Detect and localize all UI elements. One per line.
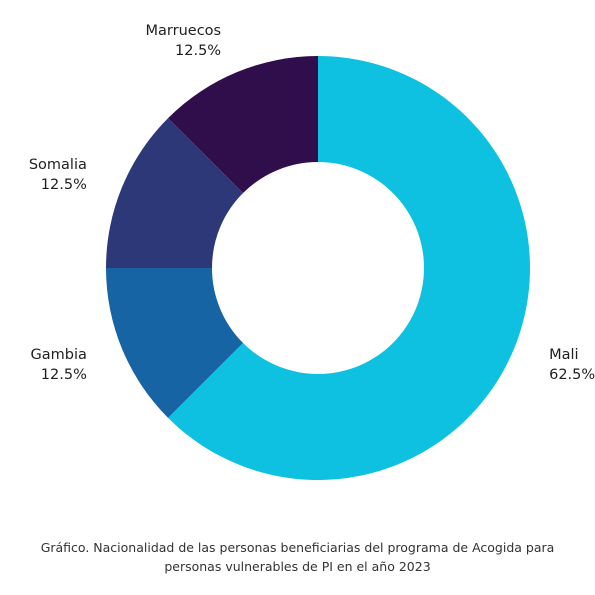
caption-line-2: personas vulnerables de PI en el año 202…: [164, 559, 431, 574]
slice-label-marruecos: Marruecos 12.5%: [146, 23, 222, 59]
slice-category: Marruecos: [146, 23, 222, 39]
slice-category: Gambia: [31, 347, 87, 363]
slice-value: 12.5%: [175, 43, 221, 59]
slice-marruecos: [168, 56, 318, 194]
slice-value: 12.5%: [41, 177, 87, 193]
donut-slices: [106, 56, 530, 480]
slice-label-mali: Mali 62.5%: [549, 347, 595, 383]
slice-mali: [168, 56, 530, 480]
slice-labels: Mali 62.5%Gambia 12.5%Somalia 12.5%Marrueco…: [29, 23, 595, 383]
slice-category: Somalia: [29, 157, 87, 173]
slice-gambia: [106, 268, 244, 418]
donut-chart: Mali 62.5%Gambia 12.5%Somalia 12.5%Marrueco…: [29, 23, 595, 480]
slice-label-somalia: Somalia 12.5%: [29, 157, 87, 193]
slice-value: 12.5%: [41, 367, 87, 383]
slice-label-gambia: Gambia 12.5%: [31, 347, 87, 383]
caption-line-1: Gráfico. Nacionalidad de las personas be…: [40, 540, 555, 555]
slice-value: 62.5%: [549, 367, 595, 383]
chart-caption: Gráfico. Nacionalidad de las personas be…: [10, 538, 585, 576]
slice-somalia: [106, 118, 244, 269]
slice-category: Mali: [549, 347, 578, 363]
